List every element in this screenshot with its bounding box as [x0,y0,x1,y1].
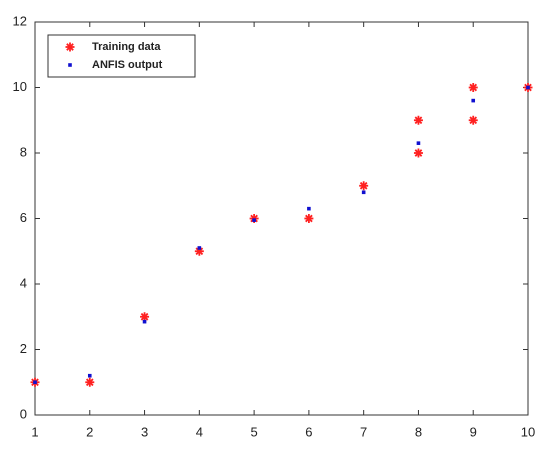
point [33,380,37,385]
asterisk-stroke [469,116,478,125]
asterisk-stroke [469,83,478,92]
point [413,148,423,158]
asterisk-stroke [305,214,313,223]
y-tick-label: 0 [20,406,27,421]
asterisk-stroke [359,181,368,190]
x-tick-label: 9 [470,424,477,439]
point [142,319,147,324]
x-tick-label: 1 [31,424,38,439]
point [140,312,150,322]
point [197,246,202,250]
y-tick-label: 2 [20,341,27,356]
y-tick-label: 6 [20,210,27,225]
y-tick-label: 12 [13,13,27,28]
asterisk-stroke [414,116,423,125]
point [526,85,530,90]
legend-box [47,34,196,78]
x-tick-label: 10 [521,424,535,439]
asterisk-stroke [85,378,94,387]
point [87,373,92,378]
plot-area [34,21,529,416]
point [252,218,256,222]
point [471,98,476,103]
point [468,83,478,92]
x-tick-label: 4 [196,424,203,439]
point [413,115,423,125]
point [304,214,314,223]
asterisk-stroke [414,149,423,157]
y-tick-label: 8 [20,144,27,159]
asterisk-stroke [140,312,149,321]
x-tick-label: 5 [250,424,257,439]
point [468,115,478,125]
point [416,141,421,145]
x-tick-label: 6 [305,424,312,439]
legend-marker [68,63,72,67]
y-tick-label: 4 [20,275,27,290]
asterisk-stroke [195,247,204,256]
x-tick-label: 2 [86,424,93,439]
point [359,181,369,191]
x-tick-label: 3 [141,424,148,439]
point [361,190,366,195]
x-tick-label: 8 [415,424,422,439]
legend-label: Training data [92,41,161,53]
y-tick-label: 10 [13,79,27,94]
point [307,206,311,211]
legend: Training data ANFIS output [47,34,196,78]
legend-label: ANFIS output [92,59,163,71]
asterisk-stroke [66,43,74,51]
point [85,377,95,387]
legend-marker [65,42,75,52]
x-tick-label: 7 [360,424,367,439]
